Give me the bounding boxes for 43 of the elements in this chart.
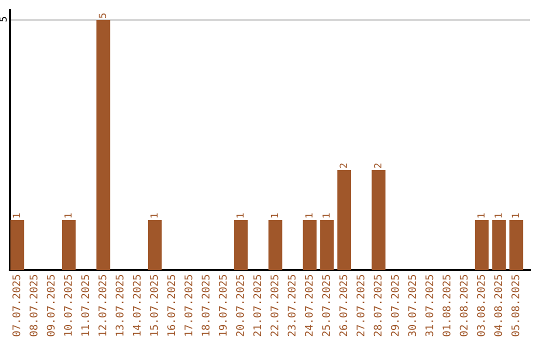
x-tick-label: 27.07.2025 (356, 275, 364, 336)
data-label: 2 (374, 164, 382, 168)
x-tick-label: 21.07.2025 (253, 275, 262, 336)
data-label: 1 (64, 213, 72, 218)
x-tick-label: 31.07.2025 (425, 275, 434, 336)
x-tick-label: 22.07.2025 (270, 275, 278, 336)
x-tick-label: 05.08.2025 (511, 275, 520, 336)
x-tick-label: 20.07.2025 (236, 275, 244, 336)
x-tick-label: 02.08.2025 (460, 275, 468, 336)
x-tick-label: 16.07.2025 (167, 275, 176, 336)
x-tick-label: 08.07.2025 (30, 275, 38, 336)
data-label: 1 (236, 213, 244, 218)
x-tick-label: 12.07.2025 (98, 275, 106, 336)
data-label: 1 (322, 213, 330, 218)
data-label: 1 (12, 213, 20, 218)
x-tick-label: 23.07.2025 (288, 275, 296, 336)
x-tick-label: 26.07.2025 (339, 275, 348, 336)
data-label: 1 (305, 213, 312, 218)
x-tick-label: 01.08.2025 (442, 275, 450, 336)
x-tick-label: 28.07.2025 (374, 275, 382, 336)
data-label: 1 (512, 213, 519, 218)
x-tick-label: 25.07.2025 (322, 275, 330, 336)
data-label: 5 (98, 14, 106, 18)
x-tick-label: 17.07.2025 (184, 275, 192, 336)
data-label: 1 (477, 213, 485, 218)
x-tick-label: 30.07.2025 (408, 275, 416, 336)
data-label: 2 (340, 164, 347, 168)
x-tick-label: 14.07.2025 (132, 275, 141, 336)
x-tick-label: 03.08.2025 (476, 275, 485, 336)
data-label: 1 (150, 213, 158, 218)
x-tick-label: 24.07.2025 (304, 275, 313, 336)
x-tick-label: 29.07.2025 (390, 275, 399, 336)
x-tick-label: 09.07.2025 (46, 275, 55, 336)
x-tick-label: 15.07.2025 (150, 275, 158, 336)
x-tick-label: 13.07.2025 (116, 275, 124, 336)
x-tick-label: 04.08.2025 (494, 275, 502, 336)
data-label: 1 (270, 213, 278, 218)
data-label: 1 (494, 213, 502, 218)
x-tick-label: 11.07.2025 (81, 275, 90, 336)
x-tick-label: 18.07.2025 (202, 275, 210, 336)
x-tick-label: 10.07.2025 (64, 275, 72, 336)
x-tick-label: 07.07.2025 (12, 275, 20, 336)
x-tick-label: 19.07.2025 (218, 275, 227, 336)
